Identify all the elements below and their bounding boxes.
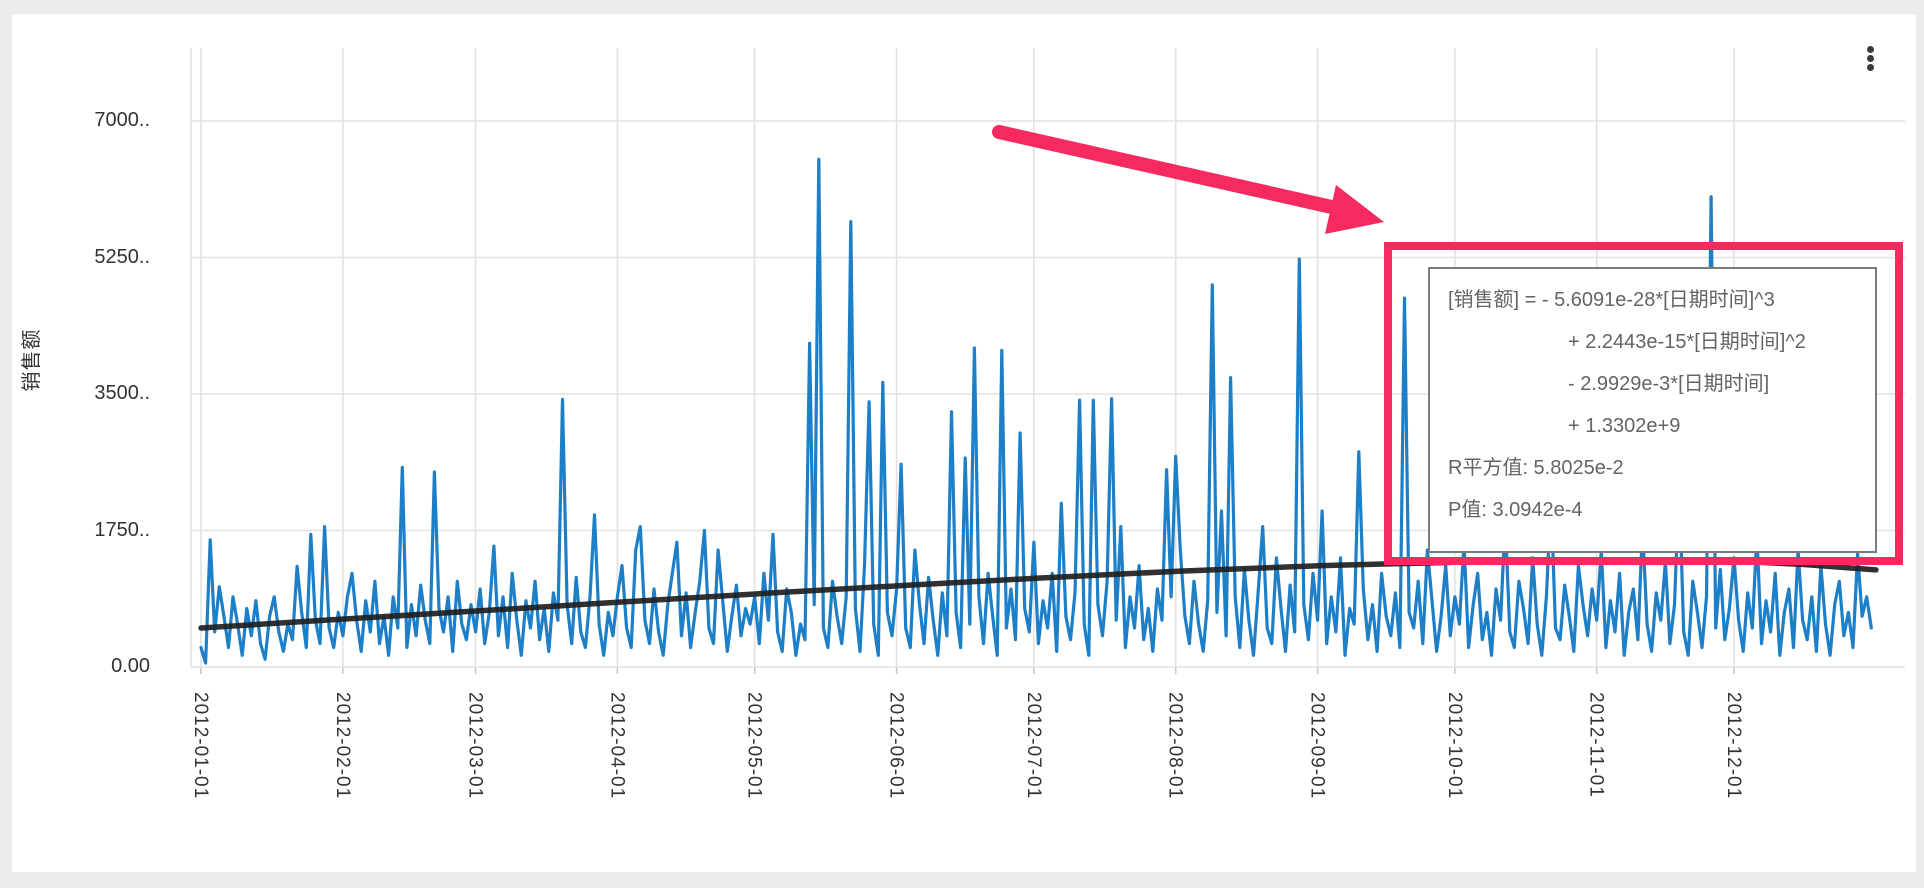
trend-formula-line-3: - 2.9929e-3*[日期时间] [1568,373,1770,395]
trend-r-squared-value: R平方值: 5.8025e-2 [1448,457,1624,479]
x-tick-label: 2012-02-01 [331,692,353,800]
sales-line-series [199,157,1873,665]
kebab-dot-icon [1866,54,1874,62]
x-tick-label: 2012-03-01 [464,692,486,800]
x-tick-label: 2012-12-01 [1723,692,1744,800]
x-tick-label: 2012-04-01 [606,692,628,800]
trend-formula-tooltip: [销售额] = - 5.6091e-28*[日期时间]^3 + 2.2443e-… [1428,267,1877,553]
y-tick-label: 5250.. [94,245,150,268]
x-tick-label: 2012-06-01 [885,692,907,800]
x-tick-label: 2012-01-01 [190,692,211,800]
x-tick-label: 2012-09-01 [1306,692,1328,800]
x-tick-label: 2012-10-01 [1443,692,1465,800]
x-tick-label: 2012-11-01 [1585,692,1607,798]
trend-formula-line-4: + 1.3302e+9 [1568,415,1681,437]
more-options-button[interactable] [1858,36,1882,80]
y-tick-label: 0.00 [111,655,150,677]
x-tick-label: 2012-05-01 [743,692,765,800]
y-tick-label: 1750.. [94,518,150,541]
x-tick-label: 2012-07-01 [1022,692,1044,800]
x-tick-label: 2012-08-01 [1164,692,1186,800]
trend-formula-line-1: [销售额] = - 5.6091e-28*[日期时间]^3 [1448,289,1775,311]
y-tick-label: 3500.. [94,382,150,404]
kebab-dot-icon [1866,45,1874,53]
kebab-dot-icon [1866,63,1874,71]
y-tick-label: 7000.. [94,109,150,131]
trend-p-value: P值: 3.0942e-4 [1448,499,1583,521]
trend-formula-line-2: + 2.2443e-15*[日期时间]^2 [1568,331,1806,353]
